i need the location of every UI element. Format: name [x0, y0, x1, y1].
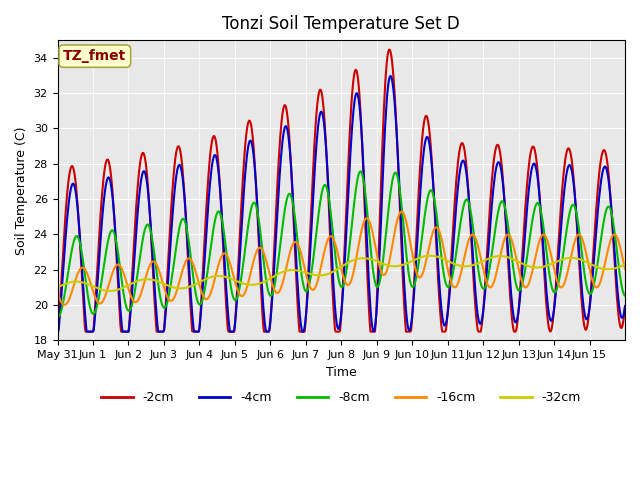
Line: -2cm: -2cm: [58, 49, 625, 332]
-8cm: [54, 314, 61, 320]
-2cm: [621, 303, 629, 309]
-2cm: [120, 329, 128, 335]
-32cm: [275, 271, 283, 276]
-8cm: [401, 233, 408, 239]
-32cm: [426, 253, 433, 259]
-32cm: [621, 262, 629, 267]
-8cm: [120, 294, 128, 300]
Title: Tonzi Soil Temperature Set D: Tonzi Soil Temperature Set D: [222, 15, 460, 33]
-16cm: [60, 302, 68, 308]
-4cm: [401, 286, 408, 292]
-4cm: [120, 329, 128, 335]
-8cm: [621, 293, 629, 299]
-4cm: [225, 315, 232, 321]
Line: -4cm: -4cm: [58, 76, 625, 332]
-16cm: [397, 209, 405, 215]
-16cm: [253, 247, 261, 253]
-8cm: [225, 266, 232, 272]
Line: -32cm: -32cm: [58, 256, 625, 291]
-16cm: [275, 289, 283, 295]
-4cm: [54, 329, 61, 335]
Legend: -2cm, -4cm, -8cm, -16cm, -32cm: -2cm, -4cm, -8cm, -16cm, -32cm: [97, 386, 586, 409]
-32cm: [225, 275, 233, 281]
-4cm: [253, 190, 260, 195]
-32cm: [253, 281, 261, 287]
-16cm: [621, 266, 629, 272]
-8cm: [356, 168, 364, 174]
-32cm: [121, 284, 129, 290]
-32cm: [401, 262, 408, 267]
-4cm: [433, 232, 440, 238]
-2cm: [386, 47, 394, 52]
-2cm: [225, 329, 232, 335]
Line: -16cm: -16cm: [58, 212, 625, 305]
-2cm: [253, 193, 260, 199]
-16cm: [401, 215, 409, 221]
Text: TZ_fmet: TZ_fmet: [63, 49, 127, 63]
-2cm: [54, 329, 61, 335]
-16cm: [433, 225, 441, 230]
X-axis label: Time: Time: [326, 366, 356, 379]
-4cm: [621, 304, 629, 310]
-2cm: [433, 242, 440, 248]
-32cm: [433, 254, 441, 260]
Y-axis label: Soil Temperature (C): Soil Temperature (C): [15, 126, 28, 254]
-8cm: [274, 260, 282, 266]
-32cm: [106, 288, 114, 294]
Line: -8cm: -8cm: [58, 171, 625, 317]
-32cm: [54, 285, 61, 290]
-16cm: [54, 290, 61, 296]
-16cm: [121, 274, 129, 280]
-4cm: [274, 198, 282, 204]
-16cm: [225, 258, 233, 264]
-8cm: [433, 210, 440, 216]
-2cm: [274, 170, 282, 176]
-8cm: [253, 205, 260, 211]
-2cm: [401, 309, 408, 314]
-4cm: [387, 73, 394, 79]
